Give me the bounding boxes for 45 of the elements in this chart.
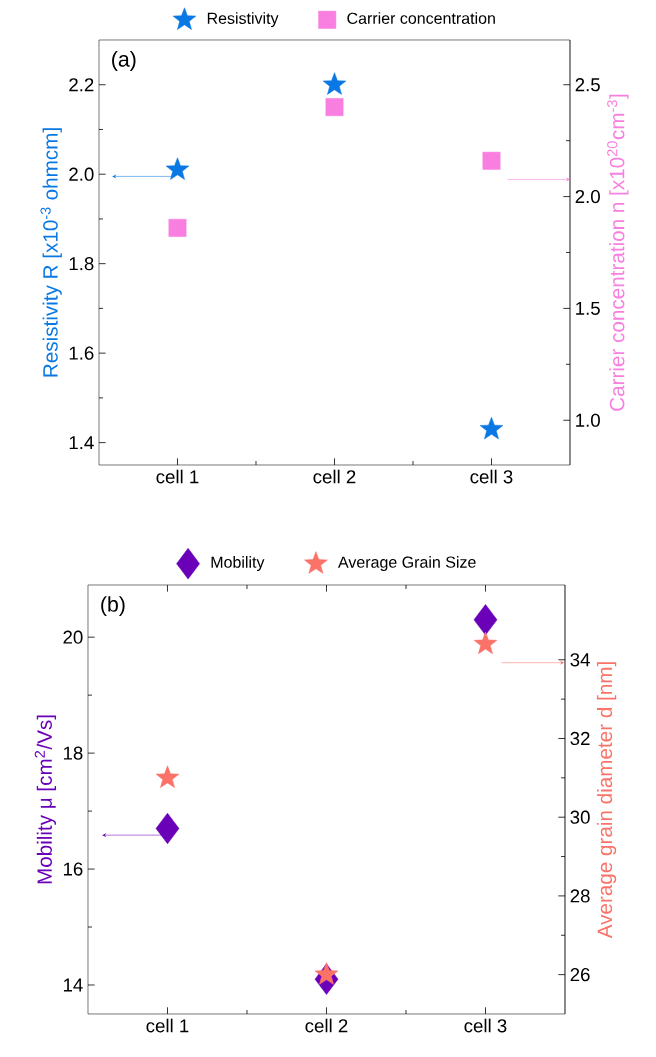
y-tick-label: 1.4	[69, 436, 94, 450]
y-tick-label: 20	[63, 630, 83, 644]
x-tick-label: cell 2	[305, 1018, 348, 1033]
y2-axis-title: Carrier concentration n [x10$^{20}$cm$^{-3}$]	[607, 94, 629, 411]
point	[322, 72, 347, 95]
point	[325, 98, 344, 117]
legend-label: Mobility	[211, 556, 265, 571]
y-tick-label: 14	[63, 978, 83, 992]
point	[165, 157, 190, 180]
point	[155, 812, 180, 845]
point	[479, 416, 504, 440]
y2-tick-label: 1.0	[576, 413, 600, 427]
y2-tick-label: 26	[570, 968, 590, 982]
point	[155, 765, 180, 788]
y-tick-label: 16	[63, 862, 83, 876]
annotation: (a)	[112, 51, 136, 71]
point	[473, 604, 498, 636]
y2-tick-label: 1.5	[576, 301, 600, 315]
x-tick-label: cell 3	[464, 1018, 507, 1033]
legend-label: Average Grain Size	[338, 556, 476, 571]
y2-tick-label: 30	[570, 810, 590, 824]
y2-tick-label: 34	[570, 653, 590, 667]
x-tick-label: cell 3	[470, 469, 513, 484]
legend-label: Carrier concentration	[347, 12, 495, 24]
x-tick-label: cell 1	[156, 469, 199, 484]
y-tick-label: 1.8	[69, 257, 94, 271]
point	[473, 631, 498, 655]
point	[482, 151, 501, 170]
y-axis-title: Resistivity R [x10$^{-3}$ ohmcm]	[40, 128, 62, 377]
legend-label: Resistivity	[207, 12, 279, 28]
y-tick-label: 1.6	[69, 346, 94, 360]
point	[168, 218, 187, 237]
point	[314, 962, 339, 985]
x-tick-label: cell 2	[313, 469, 356, 484]
annotation: (b)	[101, 596, 125, 617]
y-tick-label: 2.0	[69, 167, 94, 181]
y2-axis-title: Average grain diameter d [nm]	[596, 662, 617, 939]
y2-tick-label: 2.0	[575, 189, 600, 204]
y-tick-label: 2.2	[69, 78, 94, 92]
y-axis-title: Mobility μ [cm$^{2}$/Vs]	[34, 715, 57, 884]
x-tick-label: cell 1	[146, 1018, 189, 1033]
y2-tick-label: 28	[570, 889, 590, 903]
y2-tick-label: 2.5	[575, 78, 600, 92]
y-tick-label: 18	[63, 746, 83, 760]
y2-tick-label: 32	[570, 731, 590, 746]
